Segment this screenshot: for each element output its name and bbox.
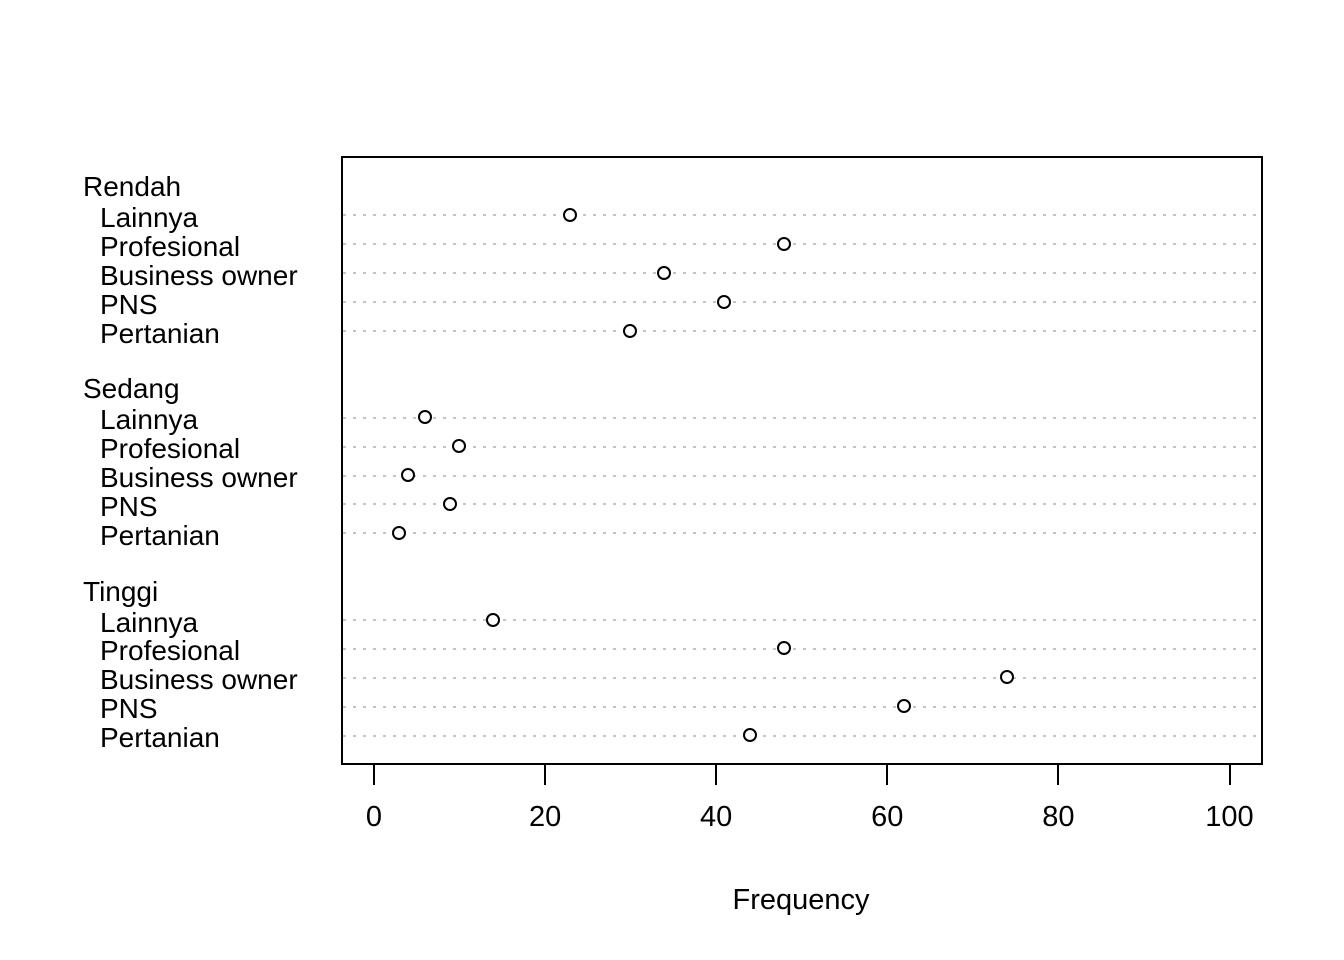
data-point-rendah-pertanian	[623, 323, 638, 338]
data-point-rendah-business-owner	[657, 265, 672, 280]
category-label-tinggi-profesional: Profesional	[100, 635, 241, 667]
gridline	[343, 705, 1261, 708]
x-tick-label: 0	[365, 801, 383, 833]
data-point-sedang-pns	[443, 496, 458, 511]
gridline	[343, 301, 1261, 304]
x-tick-label: 40	[700, 801, 733, 833]
gridline	[343, 272, 1261, 275]
gridline	[343, 243, 1261, 246]
data-point-sedang-lainnya	[417, 410, 432, 425]
category-label-rendah-lainnya: Lainnya	[100, 201, 199, 233]
x-tick-label: 80	[1042, 801, 1075, 833]
data-point-rendah-lainnya	[563, 207, 578, 222]
gridline	[343, 214, 1261, 217]
data-point-tinggi-business-owner	[999, 670, 1014, 685]
data-point-rendah-pns	[717, 294, 732, 309]
x-axis-title: Frequency	[732, 884, 870, 916]
gridline	[343, 474, 1261, 477]
gridline	[343, 416, 1261, 419]
category-label-sedang-business-owner: Business owner	[100, 462, 298, 493]
category-label-sedang-pns: PNS	[100, 490, 158, 522]
data-point-tinggi-pns	[896, 699, 911, 714]
x-tick	[544, 765, 547, 785]
category-label-rendah-business-owner: Business owner	[100, 259, 298, 291]
group-label-sedang: Sedang	[83, 373, 180, 405]
category-label-sedang-lainnya: Lainnya	[100, 404, 199, 436]
x-tick-label: 20	[528, 801, 562, 833]
category-label-rendah-profesional: Profesional	[100, 230, 241, 262]
category-label-sedang-profesional: Profesional	[100, 433, 241, 465]
x-tick	[715, 765, 718, 785]
group-label-rendah: Rendah	[83, 171, 182, 202]
category-label-tinggi-lainnya: Lainnya	[100, 606, 199, 638]
gridline	[343, 532, 1261, 535]
x-tick	[1228, 765, 1231, 785]
plot-area	[341, 156, 1263, 765]
category-label-rendah-pns: PNS	[100, 288, 158, 320]
category-label-sedang-pertanian: Pertanian	[100, 519, 220, 551]
gridline	[343, 647, 1261, 650]
category-label-rendah-pertanian: Pertanian	[100, 317, 220, 349]
x-tick	[1057, 765, 1060, 785]
data-point-sedang-profesional	[452, 439, 467, 454]
gridline	[343, 445, 1261, 448]
gridline	[343, 619, 1261, 621]
gridline	[343, 676, 1261, 679]
data-point-tinggi-pertanian	[742, 728, 757, 743]
x-tick	[373, 765, 375, 785]
category-label-tinggi-business-owner: Business owner	[100, 664, 298, 696]
data-point-sedang-pertanian	[392, 525, 407, 540]
x-tick	[886, 765, 889, 785]
gridline	[343, 330, 1261, 332]
data-point-tinggi-lainnya	[486, 612, 501, 627]
data-point-sedang-business-owner	[400, 468, 415, 482]
category-label-tinggi-pertanian: Pertanian	[100, 722, 220, 754]
data-point-tinggi-profesional	[777, 641, 792, 656]
category-label-tinggi-pns: PNS	[100, 693, 158, 725]
x-tick-label: 100	[1205, 801, 1254, 833]
gridline	[343, 503, 1261, 506]
gridline	[343, 734, 1261, 737]
data-point-rendah-profesional	[777, 236, 792, 251]
group-label-tinggi: Tinggi	[83, 575, 159, 607]
x-tick-label: 60	[871, 801, 904, 833]
